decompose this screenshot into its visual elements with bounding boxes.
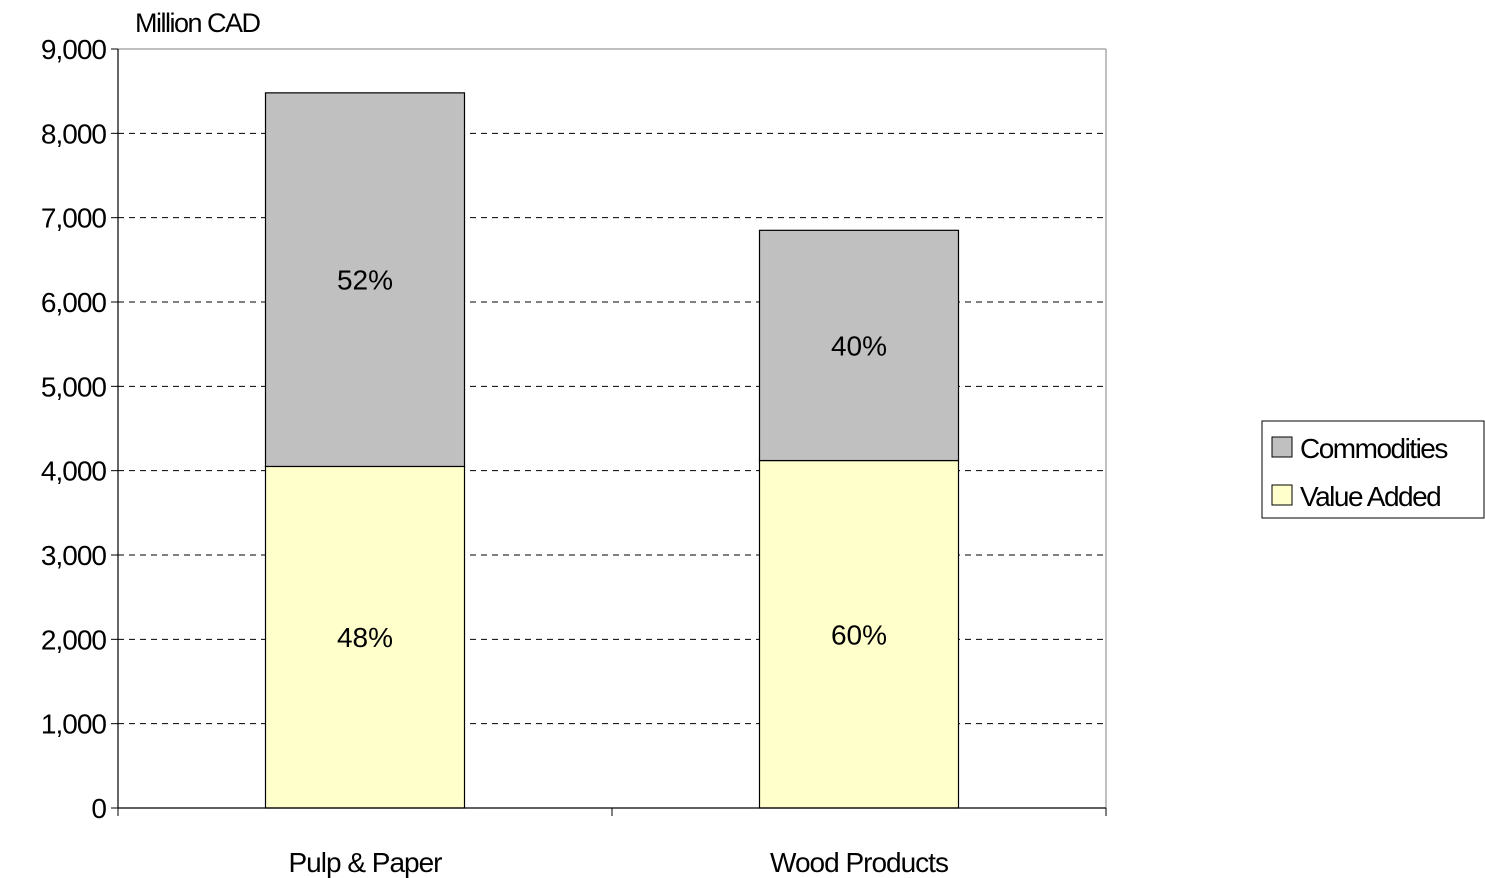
labels: 48% 52% Pulp & Paper 60% 40% Wood Products xyxy=(289,265,949,878)
gridlines xyxy=(118,48,1107,808)
legend-box xyxy=(1261,420,1485,519)
legend-label: Value Added xyxy=(1300,481,1440,512)
x-category-label: Pulp & Paper xyxy=(289,847,443,878)
data-label: 40% xyxy=(831,330,887,361)
legend-label: Commodities xyxy=(1300,433,1447,464)
legend: Commodities Value Added xyxy=(1261,420,1485,519)
legend-swatch xyxy=(1271,436,1293,458)
bar-segment xyxy=(758,459,960,809)
y-tick-label: 9,000 xyxy=(41,34,106,65)
y-tick-label: 6,000 xyxy=(41,287,106,318)
data-label: 48% xyxy=(337,622,393,653)
legend-swatch xyxy=(1271,484,1293,506)
y-tick-label: 4,000 xyxy=(41,456,106,487)
data-label: 60% xyxy=(831,619,887,650)
y-tick-label: 2,000 xyxy=(41,624,106,655)
y-tick-label: 3,000 xyxy=(41,540,106,571)
x-category-label: Wood Products xyxy=(770,847,948,878)
y-tick-label: 8,000 xyxy=(41,118,106,149)
y-tick-label: 1,000 xyxy=(41,709,106,740)
bar-segment xyxy=(758,229,960,462)
data-label: 52% xyxy=(337,265,393,296)
bar-segment xyxy=(264,92,466,468)
y-tick-label: 5,000 xyxy=(41,371,106,402)
bar-segment xyxy=(264,465,466,809)
y-tick-label: 0 xyxy=(91,793,106,824)
y-axis-unit-label: Million CAD xyxy=(135,8,261,38)
axes: 0 1,000 2,000 3,000 4,000 5,000 6,000 7,000 8,00… xyxy=(41,34,1107,824)
y-tick-label: 7,000 xyxy=(41,203,106,234)
bars xyxy=(264,92,960,809)
